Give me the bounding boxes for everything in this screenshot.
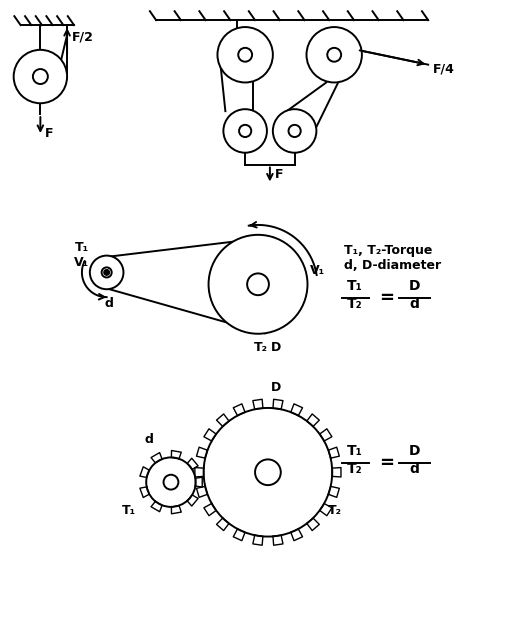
Text: T₂: T₂ bbox=[347, 462, 363, 476]
Text: d: d bbox=[145, 432, 153, 445]
Circle shape bbox=[14, 50, 67, 103]
Text: T₂: T₂ bbox=[328, 504, 342, 517]
Text: T₁, T₂-Torque: T₁, T₂-Torque bbox=[344, 244, 433, 257]
Text: F/2: F/2 bbox=[72, 30, 94, 44]
Text: T₂: T₂ bbox=[347, 297, 363, 311]
Circle shape bbox=[306, 27, 362, 83]
Text: F: F bbox=[275, 168, 283, 181]
Text: F: F bbox=[45, 128, 54, 141]
Circle shape bbox=[273, 109, 316, 153]
Circle shape bbox=[204, 408, 332, 537]
Text: =: = bbox=[379, 454, 394, 472]
Text: d: d bbox=[409, 297, 419, 311]
Circle shape bbox=[146, 457, 196, 507]
Text: D: D bbox=[409, 445, 420, 458]
Text: d: d bbox=[104, 297, 113, 310]
Text: T₂: T₂ bbox=[254, 341, 268, 353]
Text: d, D-diameter: d, D-diameter bbox=[344, 259, 441, 272]
Text: =: = bbox=[379, 289, 394, 307]
Text: V₁: V₁ bbox=[310, 264, 325, 277]
Text: D: D bbox=[409, 279, 420, 293]
Circle shape bbox=[209, 235, 307, 334]
Circle shape bbox=[217, 27, 273, 83]
Text: D: D bbox=[271, 341, 281, 353]
Circle shape bbox=[90, 256, 123, 289]
Text: D: D bbox=[271, 381, 281, 394]
Text: T₁: T₁ bbox=[347, 279, 363, 293]
Text: F/4: F/4 bbox=[433, 62, 455, 75]
Text: T₁: T₁ bbox=[122, 504, 136, 517]
Text: T₁: T₁ bbox=[75, 241, 89, 254]
Text: T₁: T₁ bbox=[347, 445, 363, 458]
Text: V₁: V₁ bbox=[74, 256, 89, 269]
Circle shape bbox=[224, 109, 267, 153]
Text: d: d bbox=[409, 462, 419, 476]
Circle shape bbox=[104, 270, 109, 275]
